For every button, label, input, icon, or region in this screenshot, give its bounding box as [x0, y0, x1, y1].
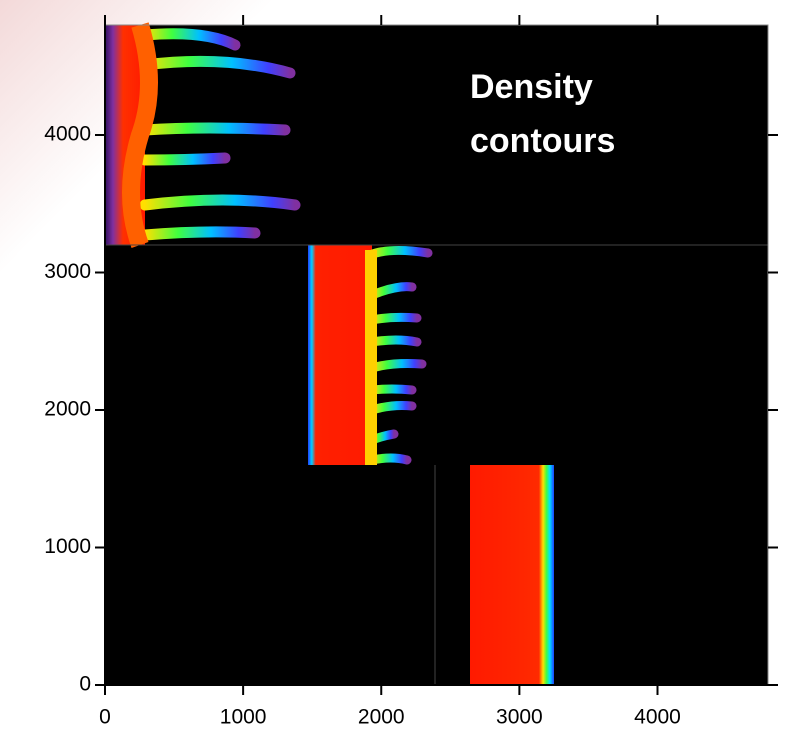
- y-tick-label: 2000: [44, 398, 91, 421]
- y-tick-label: 0: [79, 673, 91, 696]
- x-tick-label: 1000: [220, 706, 267, 729]
- x-tick-label: 3000: [496, 706, 543, 729]
- density-image: [105, 22, 768, 685]
- plot-area: [105, 25, 768, 685]
- y-tick-label: 1000: [44, 535, 91, 558]
- x-tick-label: 0: [99, 706, 111, 729]
- x-tick-label: 4000: [634, 706, 681, 729]
- annotation: Density contours: [470, 68, 616, 160]
- y-tick-label: 3000: [44, 260, 91, 283]
- x-tick-label: 2000: [358, 706, 405, 729]
- y-tick-label: 4000: [44, 123, 91, 146]
